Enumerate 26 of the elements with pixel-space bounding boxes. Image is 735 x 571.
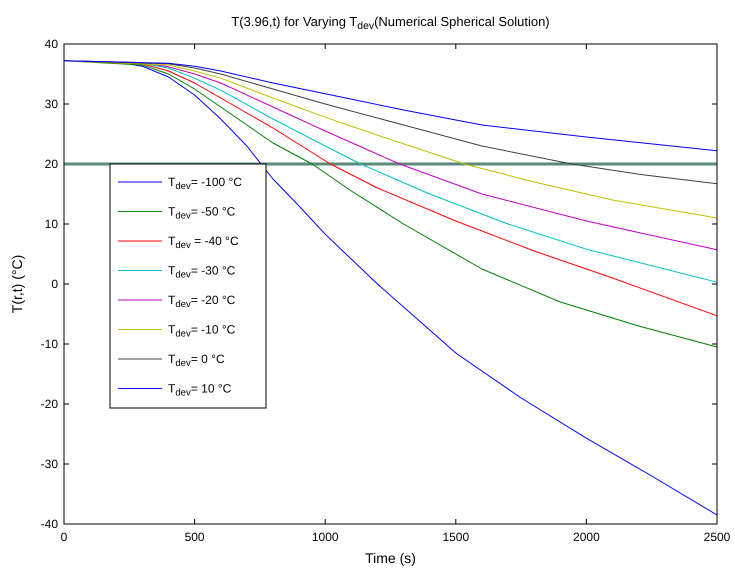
legend-label: T$_{dev}$= -10 °C: [168, 322, 236, 340]
legend-label: T$_{dev}$= 0 °C: [168, 352, 225, 369]
legend-label: T$_{dev}$= 10 °C: [168, 382, 232, 398]
chart-title: T(3.96,t) for Varying T$_{dev}$(Numerical Spherical Solution): [231, 14, 550, 32]
legend-label: T$_{dev}$ = -40 °C: [168, 234, 239, 251]
y-tick-label: -20: [40, 397, 58, 411]
y-tick-label: 20: [44, 157, 58, 171]
legend-label: T$_{dev}$= -50 °C: [168, 204, 236, 222]
legend-label: T$_{dev}$= -100 °C: [168, 175, 242, 192]
y-tick-label: -40: [40, 517, 58, 531]
x-tick-label: 500: [184, 530, 205, 544]
y-tick-label: -10: [40, 337, 58, 351]
x-tick-label: 0: [60, 530, 68, 544]
y-tick-label: 30: [44, 97, 58, 111]
x-tick-label: 1000: [312, 530, 339, 544]
x-tick-label: 1500: [442, 530, 470, 544]
x-axis-title: Time (s): [365, 550, 416, 566]
y-tick-label: 0: [51, 277, 58, 291]
legend-label: T$_{dev}$= -30 °C: [168, 264, 236, 280]
y-tick-label: 10: [44, 217, 58, 231]
x-tick-label: 2500: [704, 530, 731, 544]
y-axis-title: T(r,t) (°C): [9, 254, 25, 314]
y-tick-label: -30: [40, 457, 58, 471]
y-tick-label: 40: [44, 37, 58, 51]
legend-label: T$_{dev}$= -20 °C: [168, 293, 236, 310]
x-tick-label: 2000: [573, 530, 600, 544]
